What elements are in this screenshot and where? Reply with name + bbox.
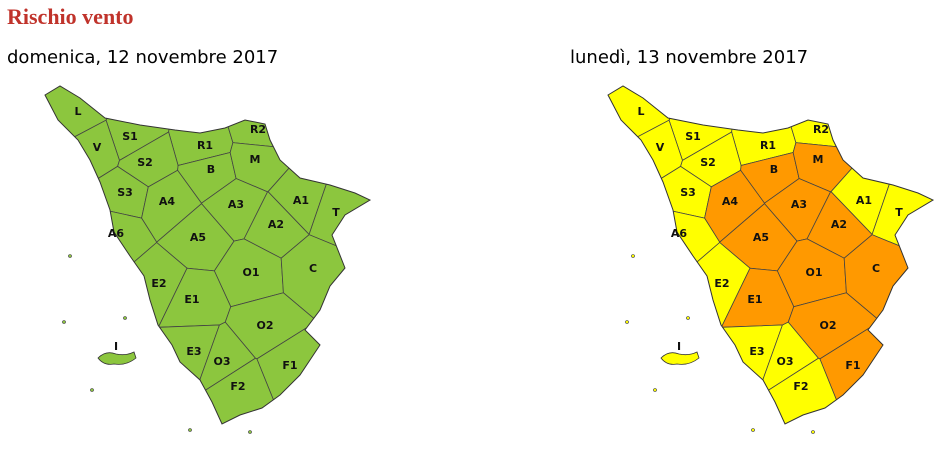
zone-label: A4 (722, 195, 739, 208)
zone-label: L (637, 105, 644, 118)
map-date: domenica, 12 novembre 2017 (7, 47, 279, 68)
zone (45, 324, 221, 424)
islet (68, 254, 72, 258)
zone-label: A3 (228, 198, 244, 211)
islet (631, 254, 635, 258)
zone-label: F1 (282, 359, 297, 372)
zone-label: O3 (776, 355, 793, 368)
zone-label: B (770, 163, 778, 176)
zone-label: I (114, 340, 118, 353)
zone-label: V (93, 141, 102, 154)
islet (123, 316, 127, 320)
islet (653, 388, 657, 392)
zone-label: A6 (671, 227, 688, 240)
zone-label: E3 (186, 345, 201, 358)
page-title: Rischio vento (7, 4, 134, 29)
islet (686, 316, 690, 320)
outline (607, 85, 935, 425)
zone-label: L (74, 105, 81, 118)
islet (248, 430, 252, 434)
zone-label: F2 (230, 380, 245, 393)
zone-label: S3 (117, 186, 133, 199)
zone-label: A1 (293, 194, 309, 207)
zone-label: S3 (680, 186, 696, 199)
zone (608, 324, 784, 424)
zone-label: A4 (159, 195, 176, 208)
zone-label: T (895, 206, 903, 219)
islet (811, 430, 815, 434)
zone-label: E1 (184, 293, 199, 306)
zones (608, 86, 933, 424)
zone-label: A5 (753, 231, 769, 244)
zone-label: O3 (213, 355, 230, 368)
zone-label: M (250, 153, 261, 166)
zone-label: E3 (749, 345, 764, 358)
zone-label: V (656, 141, 665, 154)
zone-label: I (677, 340, 681, 353)
zone-label: E1 (747, 293, 762, 306)
zone (608, 200, 721, 361)
zone-label: A2 (268, 218, 284, 231)
islet (90, 388, 94, 392)
zone-label: M (813, 153, 824, 166)
zone-label: E2 (714, 277, 729, 290)
zone (773, 86, 933, 151)
zone-label: R2 (813, 123, 829, 136)
zone-label: F1 (845, 359, 860, 372)
island (97, 351, 137, 365)
outline (44, 85, 372, 425)
zones (45, 86, 370, 424)
map: L S1 V R1 R2 S2 B M S3 A4 A3 A1 T A6 A5 A2 O1 C E2 E1 O2 I E3 O… (607, 85, 935, 434)
zone (210, 86, 370, 151)
zone-label: S1 (122, 130, 138, 143)
island (660, 351, 700, 365)
zone-label: O1 (805, 266, 822, 279)
islet (188, 428, 192, 432)
map-date: lunedì, 13 novembre 2017 (570, 47, 809, 68)
zone-label: O1 (242, 266, 259, 279)
zone-label: A5 (190, 231, 206, 244)
zone-label: A2 (831, 218, 847, 231)
zone-label: A6 (108, 227, 125, 240)
zone (45, 119, 120, 211)
zone-label: S1 (685, 130, 701, 143)
zone-label: E2 (151, 277, 166, 290)
zone-label: R1 (197, 139, 213, 152)
zone-label: T (332, 206, 340, 219)
zone-label: B (207, 163, 215, 176)
map: L S1 V R1 R2 S2 B M S3 A4 A3 A1 T A6 A5 A2 O1 C E2 E1 O2 I E3 O… (44, 85, 372, 434)
zone-label: S2 (700, 156, 716, 169)
zone-label: R2 (250, 123, 266, 136)
zone (608, 119, 683, 211)
islet (625, 320, 629, 324)
zone-label: C (309, 262, 317, 275)
zone-label: F2 (793, 380, 808, 393)
zone-label: O2 (819, 319, 836, 332)
zone-label: C (872, 262, 880, 275)
islet (751, 428, 755, 432)
zone-label: O2 (256, 319, 273, 332)
islet (62, 320, 66, 324)
zone (45, 200, 158, 361)
zone-label: S2 (137, 156, 153, 169)
zone-label: A1 (856, 194, 872, 207)
zone-label: A3 (791, 198, 807, 211)
zone-label: R1 (760, 139, 776, 152)
